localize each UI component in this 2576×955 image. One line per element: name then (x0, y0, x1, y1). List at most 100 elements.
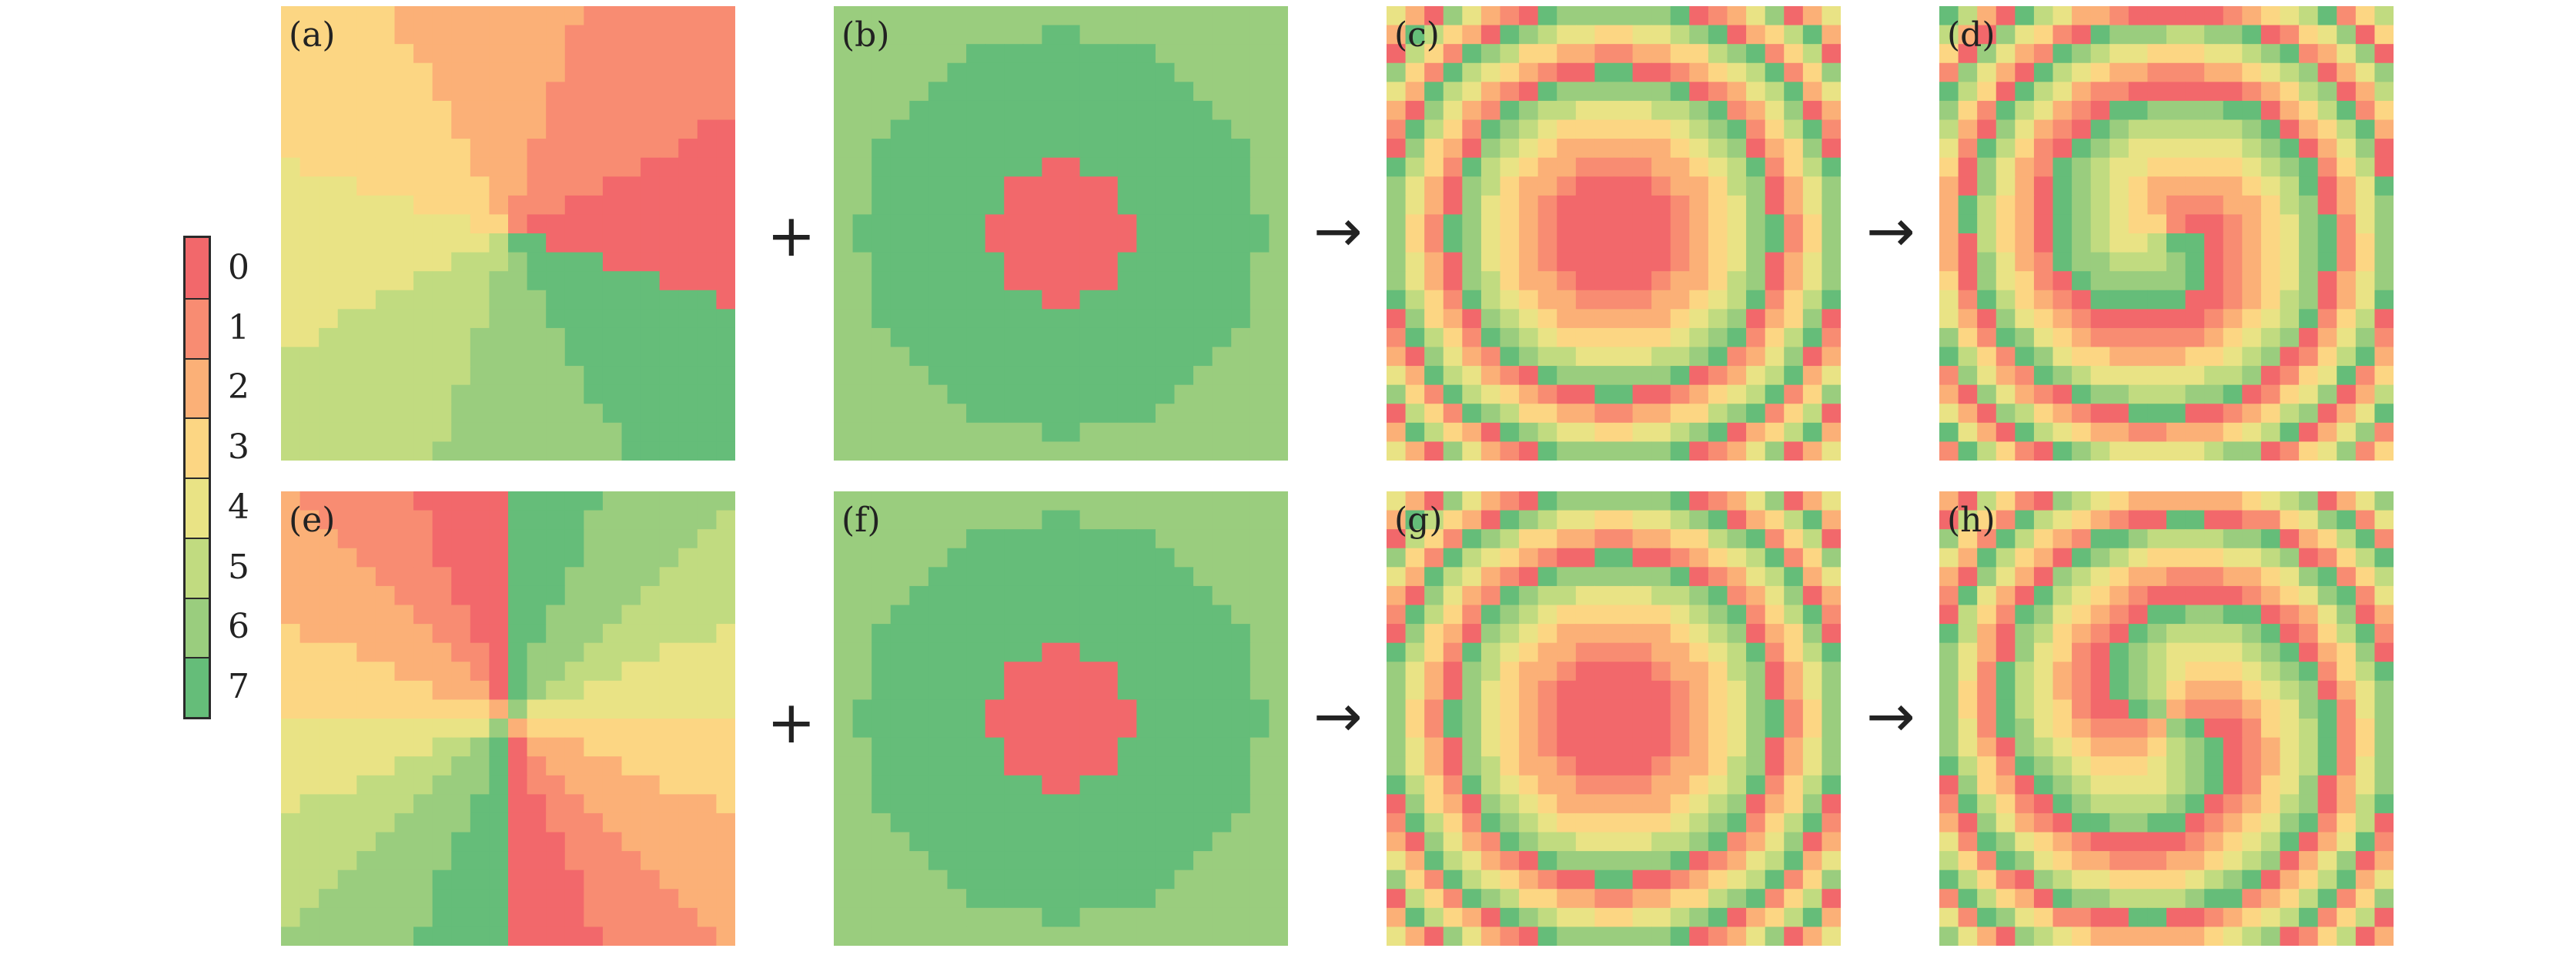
phase-cell (1614, 157, 1634, 177)
phase-cell (928, 567, 948, 587)
phase-cell (2204, 271, 2224, 291)
phase-cell (1424, 719, 1444, 739)
phase-cell (470, 252, 490, 272)
phase-cell (909, 233, 929, 253)
phase-cell (1784, 680, 1804, 701)
phase-cell (1727, 233, 1747, 253)
phase-cell (2109, 680, 2129, 701)
phase-cell (584, 491, 604, 511)
phase-cell (1443, 642, 1463, 662)
phase-cell (2072, 271, 2092, 291)
phase-cell (1557, 214, 1577, 234)
phase-cell (2147, 233, 2167, 253)
phase-cell (451, 82, 471, 102)
phase-cell (1500, 252, 1520, 272)
phase-cell (2223, 422, 2243, 443)
phase-cell (1174, 82, 1194, 102)
phase-cell (1117, 347, 1137, 367)
phase-cell (2185, 366, 2205, 386)
phase-cell (1424, 290, 1444, 310)
phase-cell (508, 870, 528, 890)
phase-cell (1269, 927, 1288, 946)
phase-cell (2374, 851, 2394, 871)
phase-cell (1022, 889, 1043, 909)
phase-cell (1614, 510, 1634, 530)
phase-cell (1708, 907, 1728, 928)
phase-cell (621, 309, 641, 329)
panel-f-grid (834, 491, 1288, 946)
phase-cell (2242, 794, 2262, 814)
phase-cell (1575, 624, 1596, 644)
phase-cell (1784, 775, 1804, 795)
phase-cell (375, 491, 396, 511)
phase-cell (375, 233, 396, 253)
phase-cell (1746, 157, 1766, 177)
phase-cell (2090, 290, 2110, 310)
phase-cell (1557, 567, 1577, 587)
phase-cell (1269, 889, 1288, 909)
phase-cell (1996, 6, 2016, 26)
phase-cell (1269, 290, 1288, 310)
phase-cell (299, 832, 319, 852)
phase-cell (1958, 510, 1978, 530)
phase-cell (1557, 927, 1577, 946)
phase-cell (1022, 271, 1043, 291)
phase-cell (1632, 195, 1652, 216)
phase-cell (2317, 119, 2337, 139)
phase-cell (697, 548, 718, 568)
phase-cell (1557, 756, 1577, 776)
phase-cell (1155, 176, 1176, 196)
phase-cell (2128, 271, 2149, 291)
phase-cell (1575, 233, 1596, 253)
phase-cell (489, 347, 509, 367)
phase-cell (1784, 327, 1804, 348)
phase-cell (1193, 290, 1213, 310)
phase-cell (1977, 44, 1997, 64)
phase-cell (678, 832, 698, 852)
phase-cell (1462, 585, 1482, 606)
phase-cell (716, 548, 735, 568)
phase-cell (546, 233, 566, 253)
phase-cell (966, 642, 986, 662)
phase-cell (489, 889, 509, 909)
phase-cell (1519, 889, 1539, 909)
phase-cell (2204, 567, 2224, 587)
phase-cell (2223, 404, 2243, 424)
phase-cell (985, 642, 1005, 662)
phase-cell (1443, 176, 1463, 196)
phase-cell (1746, 851, 1766, 871)
phase-cell (1099, 680, 1119, 701)
phase-cell (2280, 510, 2300, 530)
phase-cell (1802, 662, 1823, 682)
phase-cell (319, 139, 339, 159)
phase-cell (1212, 491, 1232, 511)
phase-cell (584, 384, 604, 404)
phase-cell (1575, 927, 1596, 946)
phase-cell (1500, 927, 1520, 946)
phase-cell (1670, 441, 1690, 461)
phase-cell (2072, 851, 2092, 871)
phase-cell (337, 119, 357, 139)
phase-cell (2015, 214, 2035, 234)
phase-cell (546, 271, 566, 291)
phase-cell (1061, 25, 1081, 45)
phase-cell (890, 832, 910, 852)
phase-cell (1061, 642, 1081, 662)
phase-cell (1480, 25, 1501, 45)
phase-cell (1822, 775, 1841, 795)
phase-cell (1727, 309, 1747, 329)
phase-cell (2147, 157, 2167, 177)
phase-cell (1250, 214, 1270, 234)
phase-cell (546, 851, 566, 871)
phase-cell (966, 366, 986, 386)
phase-cell (299, 62, 319, 82)
phase-cell (1022, 491, 1043, 511)
phase-cell (1765, 100, 1785, 121)
phase-cell (947, 737, 967, 757)
phase-cell (1231, 327, 1251, 348)
phase-cell (1500, 271, 1520, 291)
phase-cell (1424, 813, 1444, 833)
phase-cell (1822, 491, 1841, 511)
phase-cell (1405, 642, 1425, 662)
phase-cell (470, 624, 490, 644)
